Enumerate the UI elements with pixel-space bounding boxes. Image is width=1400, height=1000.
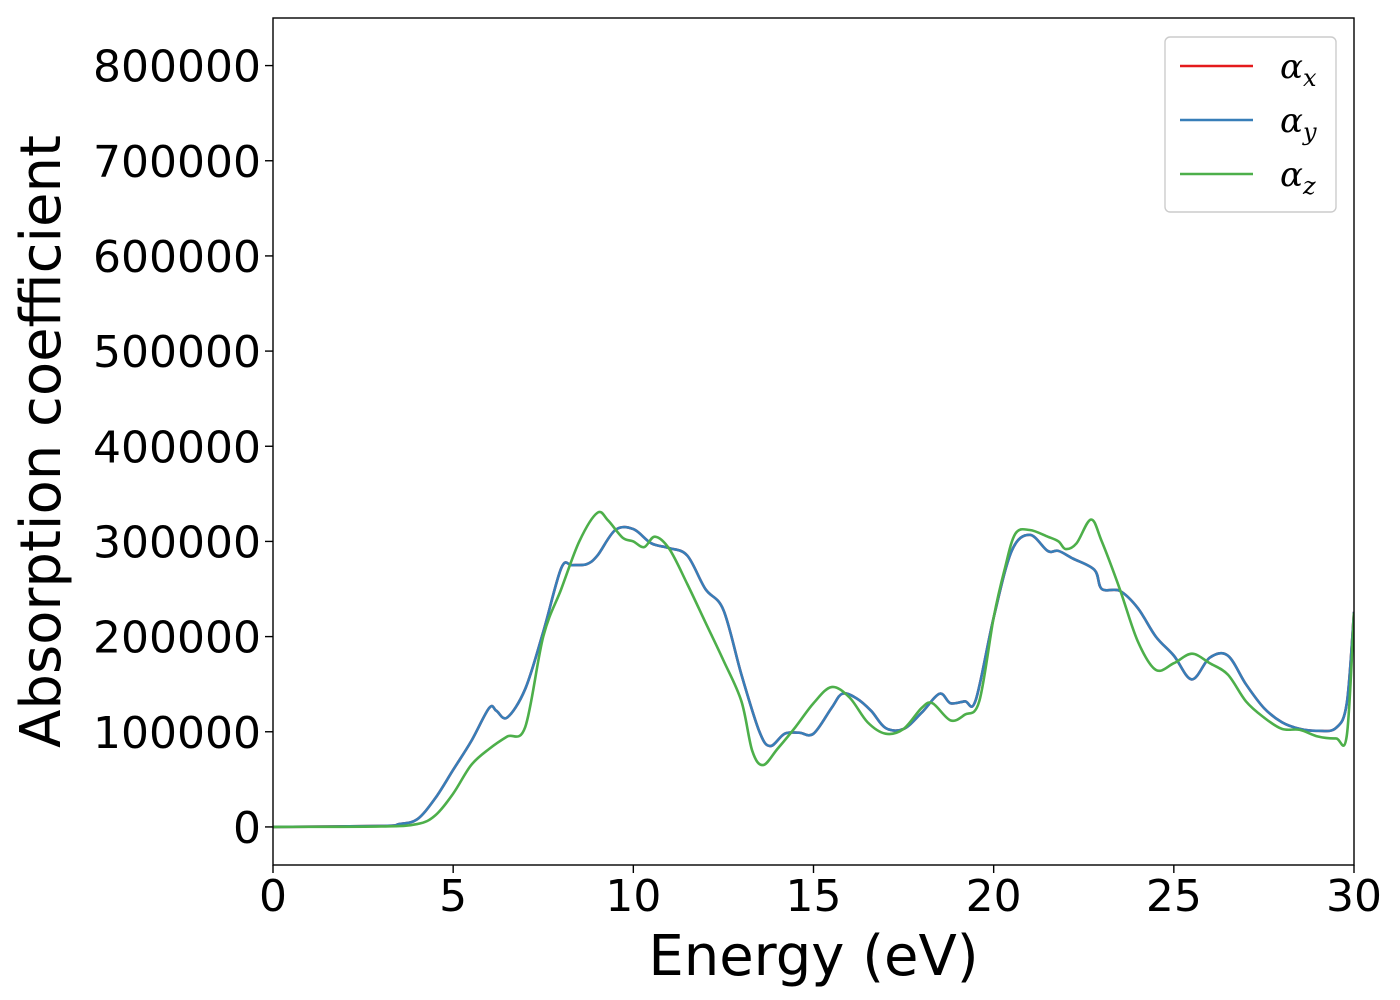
y-tick-label: 100000 xyxy=(93,708,261,759)
y-tick-label: 400000 xyxy=(93,422,261,473)
x-tick-label: 30 xyxy=(1326,871,1382,922)
y-tick-label: 800000 xyxy=(93,42,261,93)
x-tick-label: 15 xyxy=(786,871,842,922)
series-layer xyxy=(273,510,1354,829)
series-line-alpha-x xyxy=(273,525,1354,829)
y-tick-label: 700000 xyxy=(93,137,261,188)
legend: αx αy αz xyxy=(1164,36,1337,213)
y-tick-label: 600000 xyxy=(93,232,261,283)
y-tick-label: 500000 xyxy=(93,327,261,378)
x-tick-label: 10 xyxy=(605,871,661,922)
series-line-alpha-z xyxy=(273,510,1354,829)
y-tick-label: 300000 xyxy=(93,517,261,568)
series-line-alpha-y xyxy=(273,525,1354,829)
legend-label-alpha-x: αx xyxy=(1280,47,1317,92)
y-tick-label: 0 xyxy=(233,803,261,854)
legend-label-alpha-y: αy xyxy=(1280,101,1317,146)
legend-label-alpha-z: αz xyxy=(1280,155,1316,200)
x-tick-label: 0 xyxy=(259,871,287,922)
x-axis-label: Energy (eV) xyxy=(648,924,978,989)
legend-box xyxy=(1164,36,1337,213)
x-tick-label: 20 xyxy=(966,871,1022,922)
x-axis: 0 5 10 15 20 25 30 xyxy=(259,865,1382,922)
y-tick-label: 200000 xyxy=(93,613,261,664)
y-axis-label: Absorption coefficient xyxy=(9,135,74,748)
x-tick-label: 25 xyxy=(1146,871,1202,922)
y-axis: 0 100000 200000 300000 400000 500000 600000 700… xyxy=(93,42,273,854)
x-tick-label: 5 xyxy=(439,871,467,922)
